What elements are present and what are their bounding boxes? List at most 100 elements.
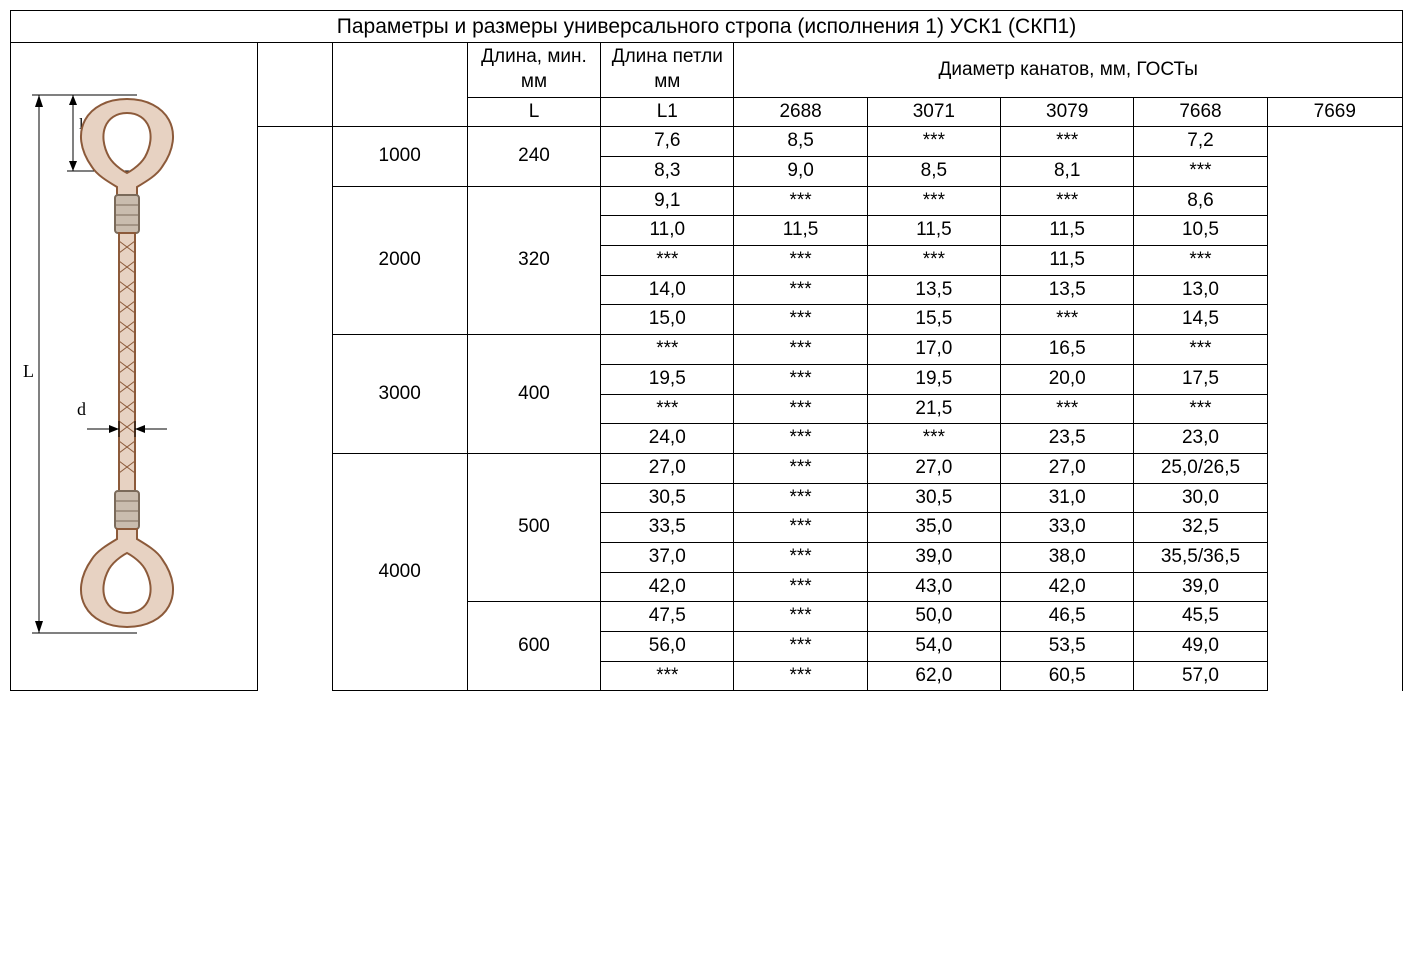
data-cell: 13,5 [1001, 275, 1134, 305]
data-cell: *** [867, 246, 1000, 276]
data-cell: 39,0 [1134, 572, 1267, 602]
data-cell: 17,5 [1134, 364, 1267, 394]
data-cell: 8,6 [1134, 186, 1267, 216]
data-cell: *** [1001, 186, 1134, 216]
data-cell: 8,3 [601, 157, 734, 187]
data-cell: 24,0 [601, 424, 734, 454]
data-cell: 8,1 [1001, 157, 1134, 187]
data-cell: 9,1 [601, 186, 734, 216]
data-cell: *** [601, 335, 734, 365]
data-cell: 17,0 [867, 335, 1000, 365]
header-loop-length: Длина петли мм [601, 43, 734, 97]
data-cell: 46,5 [1001, 602, 1134, 632]
header-gost-7669: 7669 [1267, 97, 1402, 127]
data-cell: *** [1001, 127, 1134, 157]
data-cell: 23,0 [1134, 424, 1267, 454]
data-cell: 57,0 [1134, 661, 1267, 691]
data-cell: *** [1134, 335, 1267, 365]
data-cell: *** [734, 364, 867, 394]
top-ferrule [115, 195, 139, 233]
data-cell: 9,0 [734, 157, 867, 187]
data-cell: *** [867, 186, 1000, 216]
data-cell: 27,0 [1001, 453, 1134, 483]
data-cell: 50,0 [867, 602, 1000, 632]
bottom-ferrule [115, 491, 139, 529]
data-cell: 7,2 [1134, 127, 1267, 157]
data-cell: *** [734, 572, 867, 602]
header-empty [258, 43, 332, 127]
data-cell: 35,0 [867, 513, 1000, 543]
data-cell: *** [734, 542, 867, 572]
spec-table: Параметры и размеры универсального строп… [10, 10, 1403, 691]
data-cell: *** [734, 632, 867, 662]
data-cell: 62,0 [867, 661, 1000, 691]
data-cell: 33,5 [601, 513, 734, 543]
data-cell: *** [601, 394, 734, 424]
loop-320: 320 [467, 186, 600, 334]
header-empty2 [332, 43, 467, 127]
data-cell: 33,0 [1001, 513, 1134, 543]
svg-text:d: d [77, 399, 86, 419]
data-cell: *** [601, 246, 734, 276]
data-cell: 43,0 [867, 572, 1000, 602]
data-cell: *** [734, 394, 867, 424]
data-cell: *** [734, 602, 867, 632]
data-cell: 19,5 [867, 364, 1000, 394]
data-cell: *** [734, 483, 867, 513]
data-cell: 25,0/26,5 [1134, 453, 1267, 483]
data-cell: 47,5 [601, 602, 734, 632]
header-gost-7668: 7668 [1134, 97, 1267, 127]
data-cell: 30,0 [1134, 483, 1267, 513]
data-cell: 42,0 [1001, 572, 1134, 602]
header-L: L [467, 97, 600, 127]
data-cell: 39,0 [867, 542, 1000, 572]
left-gutter [258, 127, 332, 691]
data-cell: 21,5 [867, 394, 1000, 424]
data-cell: 42,0 [601, 572, 734, 602]
data-cell: 11,5 [734, 216, 867, 246]
data-cell: *** [734, 246, 867, 276]
data-cell: 49,0 [1134, 632, 1267, 662]
data-cell: 30,5 [867, 483, 1000, 513]
data-cell: 7,6 [601, 127, 734, 157]
data-cell: *** [1134, 246, 1267, 276]
loop-600: 600 [467, 602, 600, 691]
len-2000: 2000 [332, 186, 467, 334]
right-gutter [1267, 127, 1402, 691]
header-length-min: Длина, мин. мм [467, 43, 600, 97]
data-cell: 30,5 [601, 483, 734, 513]
data-cell: *** [734, 453, 867, 483]
data-cell: 45,5 [1134, 602, 1267, 632]
data-cell: *** [1001, 305, 1134, 335]
data-cell: *** [734, 424, 867, 454]
header-L1: L1 [601, 97, 734, 127]
data-cell: *** [1134, 394, 1267, 424]
data-cell: 11,5 [1001, 216, 1134, 246]
data-cell: *** [867, 424, 1000, 454]
data-cell: 11,0 [601, 216, 734, 246]
top-eye [81, 99, 173, 197]
bottom-eye [81, 529, 173, 627]
len-3000: 3000 [332, 335, 467, 454]
data-cell: 23,5 [1001, 424, 1134, 454]
header-gost-3079: 3079 [1001, 97, 1134, 127]
data-cell: 14,5 [1134, 305, 1267, 335]
rope-body [119, 233, 135, 491]
data-cell: 14,0 [601, 275, 734, 305]
loop-240: 240 [467, 127, 600, 186]
data-cell: 27,0 [867, 453, 1000, 483]
data-cell: 10,5 [1134, 216, 1267, 246]
data-cell: 32,5 [1134, 513, 1267, 543]
header-gost-2688: 2688 [734, 97, 867, 127]
header-diameters: Диаметр канатов, мм, ГОСТы [734, 43, 1403, 97]
data-cell: *** [1001, 394, 1134, 424]
data-cell: 35,5/36,5 [1134, 542, 1267, 572]
data-cell: 19,5 [601, 364, 734, 394]
data-cell: *** [1134, 157, 1267, 187]
data-cell: *** [867, 127, 1000, 157]
data-cell: 53,5 [1001, 632, 1134, 662]
sling-diagram: L l₁ [17, 77, 227, 657]
dim-L-label: L [23, 361, 34, 381]
data-cell: 13,5 [867, 275, 1000, 305]
len-4000: 4000 [332, 453, 467, 691]
